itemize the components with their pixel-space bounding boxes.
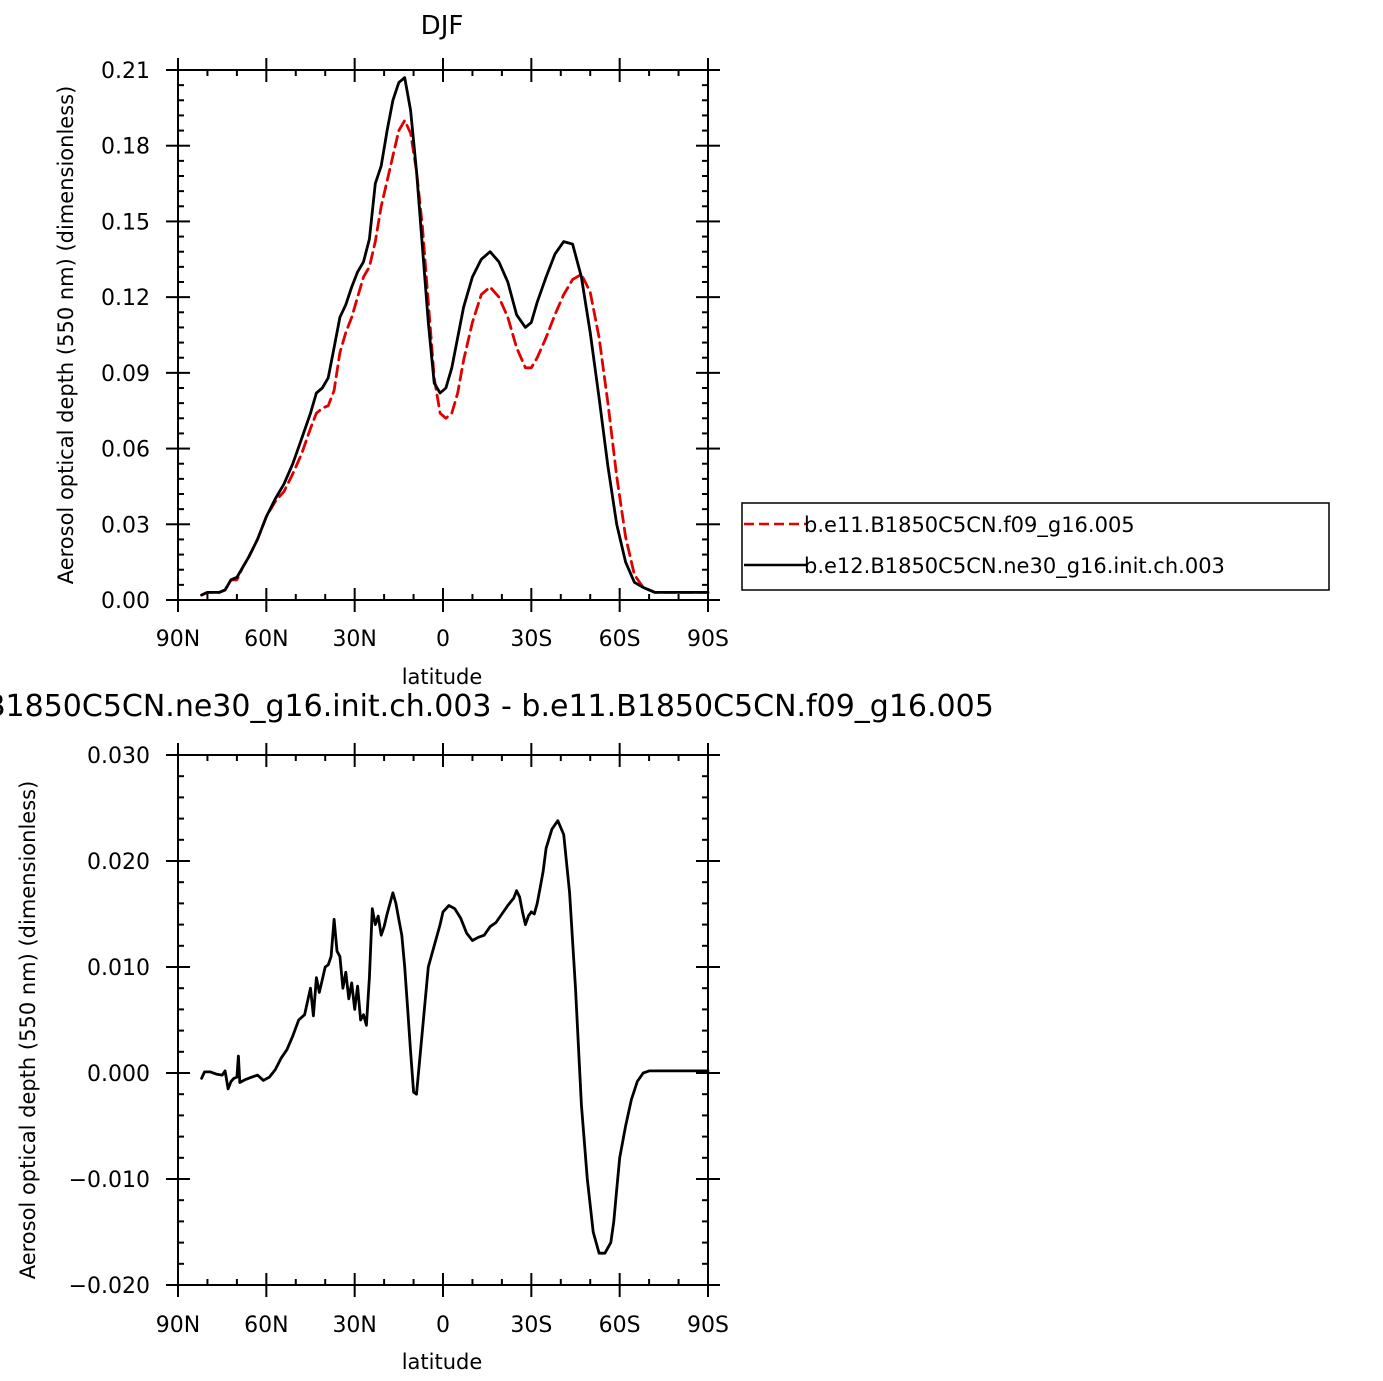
series-lines [200,76,710,597]
x-axis-label: latitude [402,1350,483,1374]
y-tick-label: 0.010 [87,956,150,981]
y-tick-label: 0.12 [101,286,150,311]
x-tick-label: 60S [599,1313,641,1338]
axis-ticks [166,58,720,612]
y-tick-label: 0.03 [101,513,150,538]
x-tick-label: 30N [332,1313,376,1338]
y-tick-label: 0.000 [87,1062,150,1087]
chart-panel-top: DJF 0.00 0.03 0.06 0.09 0.12 0.15 0.18 0.21 90N… [54,11,729,689]
x-tick-label: 30S [510,627,552,652]
plot-frame [177,754,709,1286]
y-tick-label: 0.15 [101,210,150,235]
x-tick-label: 90S [687,627,729,652]
y-axis-label: Aerosol optical depth (550 nm) (dimensio… [54,86,78,585]
x-tick-label: 30N [332,627,376,652]
legend: b.e11.B1850C5CN.f09_g16.005 b.e12.B1850C… [741,502,1330,591]
y-tick-labels: 0.030 0.020 0.010 0.000 −0.010 −0.020 [69,744,150,1299]
x-tick-label: 60N [244,1313,288,1338]
legend-label: b.e12.B1850C5CN.ne30_g16.init.ch.003 [804,554,1225,579]
chart-title: DJF [421,11,464,41]
x-tick-label: 90N [156,1313,200,1338]
x-tick-label: 60N [244,627,288,652]
series-lines [200,819,710,1255]
legend-box [741,502,1330,591]
x-tick-label: 0 [436,627,450,652]
x-tick-labels: 90N 60N 30N 0 30S 60S 90S [156,627,729,652]
y-tick-label: −0.020 [69,1274,150,1299]
x-tick-labels: 90N 60N 30N 0 30S 60S 90S [156,1313,729,1338]
y-tick-label: 0.020 [87,850,150,875]
x-axis-label: latitude [402,665,483,689]
chart-title: b.e12.B1850C5CN.ne30_g16.init.ch.003 - b… [0,689,994,724]
y-tick-labels: 0.00 0.03 0.06 0.09 0.12 0.15 0.18 0.21 [101,59,150,614]
y-tick-label: −0.010 [69,1168,150,1193]
series-line-1 [200,76,710,597]
series-line-0 [200,119,710,597]
y-axis-label: Aerosol optical depth (550 nm) (dimensio… [16,781,40,1280]
series-line-0 [200,819,710,1255]
x-tick-label: 90S [687,1313,729,1338]
y-tick-label: 0.18 [101,135,150,160]
x-tick-label: 90N [156,627,200,652]
x-tick-label: 30S [510,1313,552,1338]
y-tick-label: 0.00 [101,589,150,614]
y-tick-label: 0.09 [101,362,150,387]
axis-ticks [166,743,720,1297]
legend-label: b.e11.B1850C5CN.f09_g16.005 [804,513,1135,538]
chart-panel-bottom: b.e12.B1850C5CN.ne30_g16.init.ch.003 - b… [0,689,994,1374]
y-tick-label: 0.06 [101,438,150,463]
x-tick-label: 0 [436,1313,450,1338]
y-tick-label: 0.21 [101,59,150,84]
x-tick-label: 60S [599,627,641,652]
y-tick-label: 0.030 [87,744,150,769]
plot-frame [177,69,709,601]
